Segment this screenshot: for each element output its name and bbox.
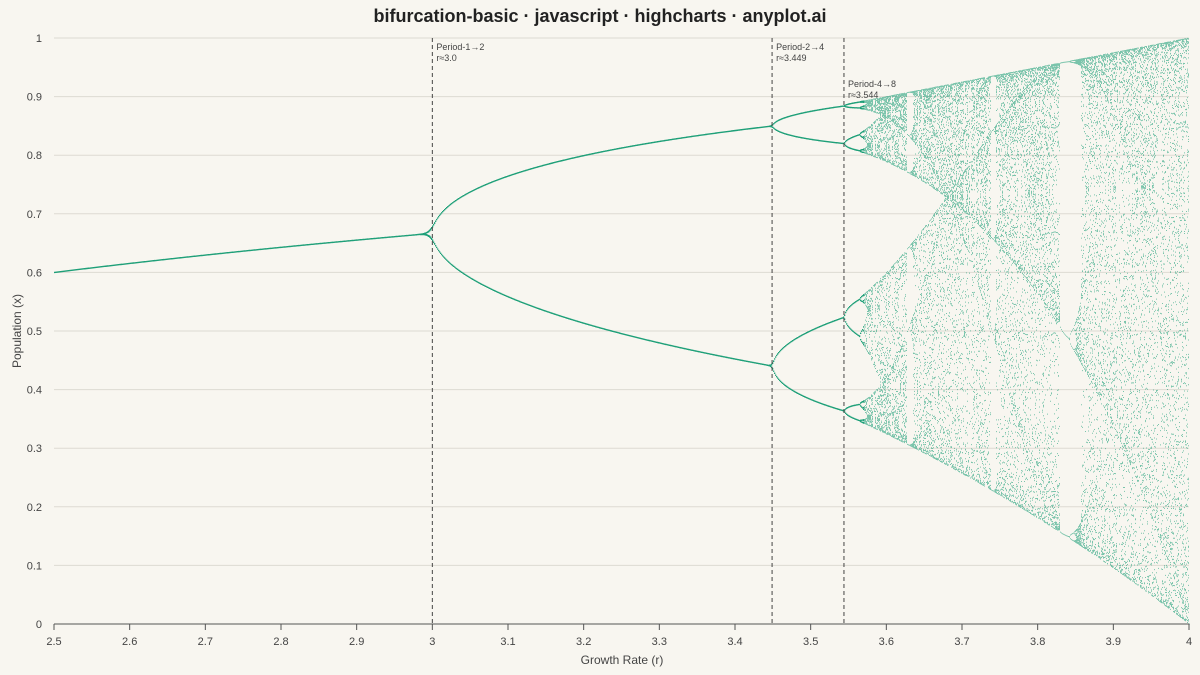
x-tick-label: 3.2: [576, 636, 591, 648]
bifurcation-annotations: Period-1→2r≈3.0 Period-2→4r≈3.449 Period-4…: [431, 38, 896, 624]
annotation-label: Period-4→8: [848, 79, 896, 89]
x-tick-label: 3: [429, 636, 435, 648]
annotation-value: r≈3.0: [436, 53, 456, 63]
x-tick-label: 2.5: [46, 636, 61, 648]
y-tick-label: 0.6: [27, 267, 42, 279]
y-tick-label: 0.1: [27, 560, 42, 572]
y-tick-label: 0.4: [27, 385, 42, 397]
x-tick-label: 2.9: [349, 636, 364, 648]
annotation-value: r≈3.449: [776, 53, 806, 63]
x-axis-title: Growth Rate (r): [581, 653, 664, 667]
y-tick-label: 0.3: [27, 443, 42, 455]
x-tick-label: 3.9: [1106, 636, 1121, 648]
annotation-label: Period-2→4: [776, 42, 824, 52]
x-tick-label: 3.5: [803, 636, 818, 648]
y-tick-label: 0.8: [27, 150, 42, 162]
x-tick-label: 3.6: [879, 636, 894, 648]
y-tick-label: 0.7: [27, 209, 42, 221]
axes: 0 0.1 0.2 0.3 0.4 0.5 0.6 0.7 0.8 0.9 1 2.5 2.6 2.7 2.…: [27, 33, 1192, 648]
chart-title: bifurcation-basic · javascript · highcha…: [373, 6, 827, 26]
y-tick-label: 0.9: [27, 92, 42, 104]
gridlines: [54, 37, 1189, 566]
y-tick-label: 0.2: [27, 502, 42, 514]
x-tick-label: 3.8: [1030, 636, 1045, 648]
bifurcation-points: [54, 37, 1190, 625]
y-tick-label: 0: [36, 619, 42, 631]
chaotic-points: [864, 37, 1190, 625]
y-axis-title: Population (x): [10, 294, 24, 368]
x-tick-label: 4: [1186, 636, 1192, 648]
annotation-label: Period-1→2: [436, 42, 484, 52]
periodic-points: [54, 100, 865, 424]
x-tick-label: 3.4: [727, 636, 742, 648]
x-tick-label: 2.6: [122, 636, 137, 648]
y-tick-label: 0.5: [27, 326, 42, 338]
x-tick-label: 3.3: [652, 636, 667, 648]
annotation-value: r≈3.544: [848, 90, 878, 100]
y-tick-label: 1: [36, 33, 42, 45]
x-tick-label: 2.8: [273, 636, 288, 648]
x-tick-label: 2.7: [198, 636, 213, 648]
x-tick-label: 3.7: [954, 636, 969, 648]
x-tick-label: 3.1: [500, 636, 515, 648]
